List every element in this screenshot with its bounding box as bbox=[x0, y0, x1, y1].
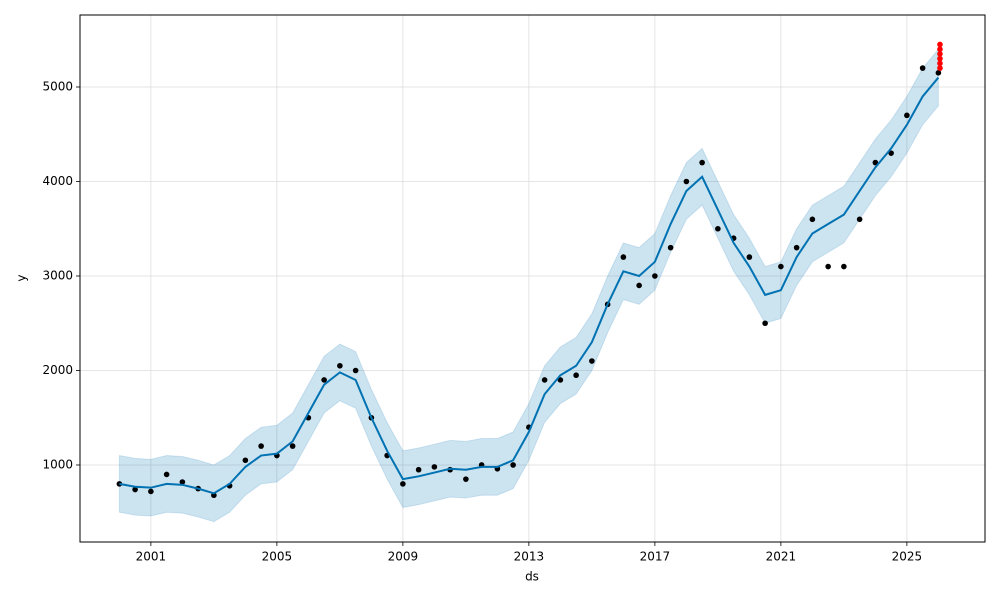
y-tick-label: 3000 bbox=[42, 268, 73, 282]
data-point bbox=[937, 55, 943, 62]
data-point bbox=[352, 367, 359, 374]
data-point bbox=[872, 159, 879, 166]
data-point bbox=[148, 488, 154, 495]
data-point bbox=[715, 225, 721, 232]
data-point bbox=[636, 282, 642, 289]
plot-frame bbox=[79, 14, 986, 543]
data-point bbox=[937, 60, 943, 67]
data-point bbox=[541, 377, 548, 383]
data-point bbox=[431, 464, 438, 470]
data-point bbox=[163, 471, 170, 478]
x-tick-label: 2021 bbox=[766, 550, 797, 564]
y-tick-label: 4000 bbox=[42, 174, 73, 188]
data-point bbox=[683, 178, 690, 185]
data-point bbox=[652, 273, 658, 279]
data-point bbox=[856, 216, 863, 223]
data-point bbox=[825, 263, 831, 270]
x-axis-label: ds bbox=[525, 570, 539, 584]
x-tick-label: 2025 bbox=[892, 550, 923, 564]
data-point bbox=[762, 320, 768, 327]
data-point bbox=[116, 481, 123, 487]
x-tick-label: 2005 bbox=[262, 550, 293, 564]
data-point bbox=[793, 244, 800, 251]
data-point bbox=[321, 377, 327, 383]
x-tick-label: 2013 bbox=[514, 550, 545, 564]
data-point bbox=[841, 263, 847, 270]
data-point bbox=[699, 159, 705, 166]
y-axis-label: y bbox=[15, 274, 29, 281]
x-tick-label: 2001 bbox=[136, 550, 167, 564]
data-point bbox=[937, 41, 943, 48]
data-point bbox=[746, 254, 753, 260]
data-point bbox=[573, 372, 579, 379]
data-point bbox=[620, 254, 627, 260]
data-point bbox=[667, 244, 674, 251]
y-tick-label: 5000 bbox=[42, 80, 73, 94]
data-point bbox=[132, 486, 138, 493]
data-point bbox=[937, 65, 943, 71]
plot-layer bbox=[80, 15, 985, 542]
y-tick-label: 1000 bbox=[42, 457, 73, 471]
data-point bbox=[809, 216, 816, 223]
data-point bbox=[904, 112, 910, 119]
data-point bbox=[289, 443, 296, 449]
data-point bbox=[258, 443, 264, 449]
data-point bbox=[510, 462, 516, 468]
data-point bbox=[557, 377, 564, 383]
data-point bbox=[179, 479, 186, 485]
data-point bbox=[337, 362, 343, 369]
forecast-line bbox=[119, 76, 940, 495]
data-point bbox=[589, 358, 595, 364]
data-point bbox=[415, 466, 422, 473]
x-tick-label: 2009 bbox=[388, 550, 419, 564]
data-point bbox=[242, 457, 249, 464]
data-point bbox=[888, 150, 894, 156]
data-point bbox=[935, 70, 942, 76]
uncertainty-band bbox=[118, 47, 939, 523]
data-point bbox=[400, 481, 406, 487]
data-point bbox=[937, 46, 943, 53]
data-point bbox=[778, 263, 784, 270]
data-point bbox=[919, 65, 926, 71]
data-point bbox=[937, 51, 943, 57]
data-point bbox=[463, 476, 469, 482]
x-tick-label: 2017 bbox=[640, 550, 671, 564]
y-tick-label: 2000 bbox=[42, 363, 73, 377]
